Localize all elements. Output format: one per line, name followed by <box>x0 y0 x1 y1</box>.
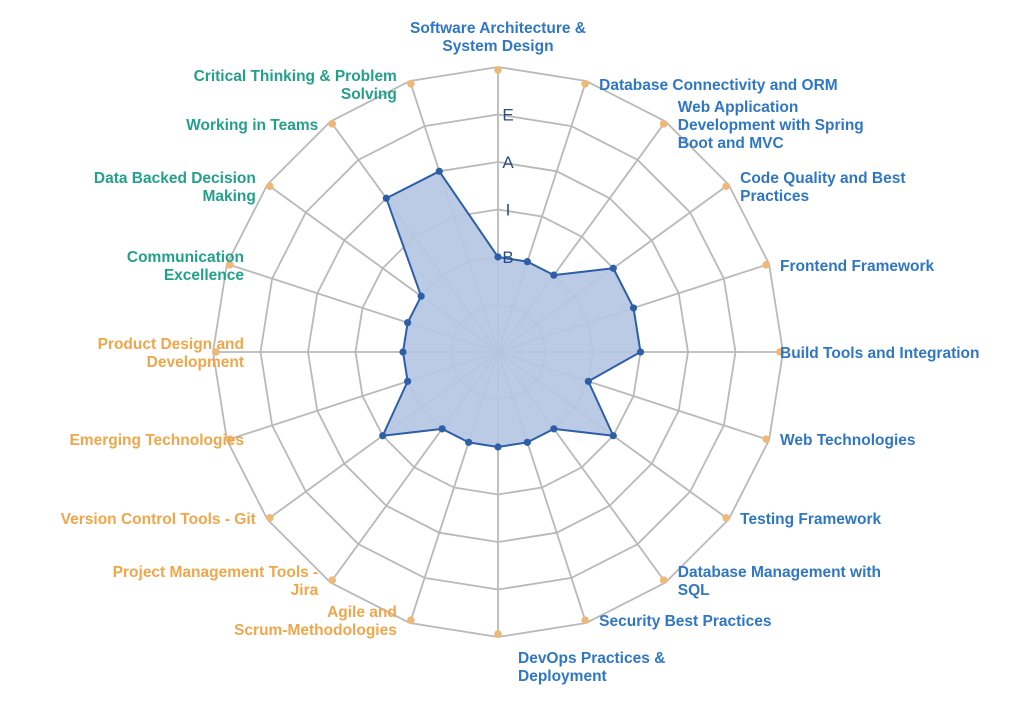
data-point <box>379 432 387 440</box>
axis-label: Testing Framework <box>740 510 882 528</box>
data-point <box>382 194 390 202</box>
axis-label: Version Control Tools - Git <box>60 510 256 528</box>
axis-label: Agile and Scrum-Methodologies <box>234 604 397 640</box>
axis-tip-dot <box>581 616 589 624</box>
data-point <box>435 167 443 175</box>
axis-tip-dot <box>722 182 730 191</box>
axis-label: Emerging Technologies <box>69 432 244 450</box>
axis-label: Project Management Tools - Jira <box>112 564 319 600</box>
data-point <box>417 292 425 300</box>
axis-label: Web Application Development with Spring … <box>677 98 864 152</box>
axis-tip-dot <box>212 348 220 356</box>
axis-tip-dot <box>407 616 415 624</box>
axis-tip-dot <box>328 576 337 584</box>
axis-label: Database Connectivity and ORM <box>599 76 838 94</box>
axis-label: Software Architecture & System Design <box>410 20 586 55</box>
axis-tip-dot <box>581 80 589 88</box>
data-point <box>404 377 412 385</box>
axis-tip-dot <box>762 435 770 443</box>
axis-tip-dot <box>226 435 234 443</box>
axis-tip-dot <box>494 66 502 74</box>
axis-tip-dot <box>266 182 274 191</box>
level-label-b: B <box>502 248 513 267</box>
skill-series <box>379 167 645 451</box>
data-point <box>404 319 412 327</box>
axis-label: Product Design and Development <box>97 336 244 371</box>
axis-label: Code Quality and Best Practices <box>740 170 906 206</box>
axis-label: Frontend Framework <box>780 257 935 275</box>
axis-tip-dot <box>226 261 234 269</box>
data-point <box>494 443 502 451</box>
axis-tip-dot <box>494 630 502 638</box>
level-label-i: I <box>506 201 511 220</box>
axis-label: Data Backed Decision Making <box>93 170 256 206</box>
level-label-e: E <box>502 106 513 125</box>
data-point <box>438 425 446 433</box>
data-point <box>584 377 592 385</box>
data-point <box>636 348 645 356</box>
axis-tip-dot <box>762 261 770 269</box>
data-point <box>550 425 558 433</box>
skill-area <box>381 170 642 448</box>
axis-label: Critical Thinking & Problem Solving <box>193 67 397 103</box>
axis-tip-dot <box>328 120 337 128</box>
data-point <box>494 253 502 261</box>
data-point <box>523 438 531 446</box>
axis-tip-dot <box>659 576 668 584</box>
axis-label: Database Management with SQL <box>677 564 882 600</box>
axis-tip-dot <box>266 513 274 522</box>
data-point <box>399 348 407 356</box>
axis-label: Communication Excellence <box>126 248 244 284</box>
axis-label: DevOps Practices & Deployment <box>518 650 666 685</box>
axis-tip-dot <box>722 513 730 522</box>
axis-label: Web Technologies <box>780 432 916 450</box>
axis-label: Build Tools and Integration <box>780 345 980 362</box>
data-point <box>523 258 531 266</box>
data-point <box>609 264 617 272</box>
axis-label: Security Best Practices <box>599 613 772 631</box>
axis-tip-markers <box>212 66 784 638</box>
data-point <box>629 304 638 312</box>
axis-tip-dot <box>776 348 784 356</box>
axis-tip-dot <box>407 80 415 88</box>
level-label-a: A <box>502 153 514 172</box>
data-point <box>550 271 558 279</box>
axis-tip-dot <box>659 120 668 128</box>
level-labels: B I A E <box>502 106 514 268</box>
axis-label: Working in Teams <box>186 116 319 134</box>
data-point <box>609 432 617 440</box>
data-point <box>465 438 473 446</box>
